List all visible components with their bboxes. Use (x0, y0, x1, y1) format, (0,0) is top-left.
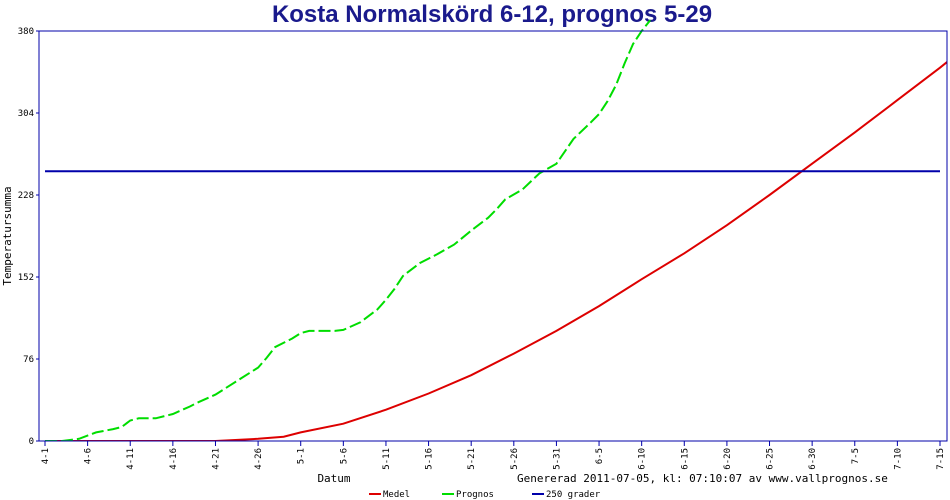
y-tick-label: 304 (18, 109, 34, 119)
x-tick-label: 4-16 (169, 448, 179, 470)
x-tick-label: 5-6 (339, 448, 349, 464)
x-tick-label: 6-20 (723, 448, 733, 470)
legend-label: Medel (383, 490, 410, 500)
x-tick-label: 6-5 (595, 448, 605, 464)
x-tick-label: 6-10 (638, 448, 648, 470)
plot-frame (38, 30, 948, 442)
x-tick-label: 4-21 (211, 448, 221, 470)
x-tick-label: 6-15 (680, 448, 690, 470)
y-axis-label: Temperatursumma (1, 186, 14, 285)
y-tick-label: 76 (23, 355, 34, 365)
series-line-1 (45, 19, 651, 441)
plot-lines (45, 19, 947, 441)
x-tick-label: 4-11 (126, 448, 136, 470)
series-line-0 (45, 60, 947, 441)
x-tick-label: 4-1 (41, 448, 51, 464)
x-tick-label: 5-1 (297, 448, 307, 464)
legend-label: Prognos (456, 490, 494, 500)
x-tick-label: 6-25 (766, 448, 776, 470)
x-tick-label: 4-26 (254, 448, 264, 470)
x-tick-label: 5-16 (425, 448, 435, 470)
x-tick-label: 7-10 (893, 448, 903, 470)
x-tick-label: 7-5 (851, 448, 861, 464)
legend: Medel Prognos 250 grader (369, 490, 601, 500)
legend-label: 250 grader (546, 490, 601, 500)
x-axis-label: Datum (317, 472, 350, 485)
y-tick-label: 0 (29, 437, 34, 447)
y-tick-label: 228 (18, 191, 34, 201)
y-tick-label: 152 (18, 273, 34, 283)
generated-footer: Genererad 2011-07-05, kl: 07:10:07 av ww… (517, 472, 888, 485)
x-tick-label: 7-15 (936, 448, 946, 470)
y-tick-label: 380 (18, 27, 34, 37)
x-tick-label: 6-30 (808, 448, 818, 470)
chart-title: Kosta Normalskörd 6-12, prognos 5-29 (272, 1, 712, 28)
x-axis-ticks: 4-1 4-6 4-11 4-16 4-21 4-26 5-1 5-6 5-11 5-16 5-21… (41, 441, 946, 470)
y-axis-ticks: 0 76 152 228 304 380 (18, 27, 39, 447)
x-tick-label: 5-26 (510, 448, 520, 470)
x-tick-label: 5-11 (382, 448, 392, 470)
x-tick-label: 5-31 (552, 448, 562, 470)
x-tick-label: 4-6 (84, 448, 94, 464)
x-tick-label: 5-21 (467, 448, 477, 470)
